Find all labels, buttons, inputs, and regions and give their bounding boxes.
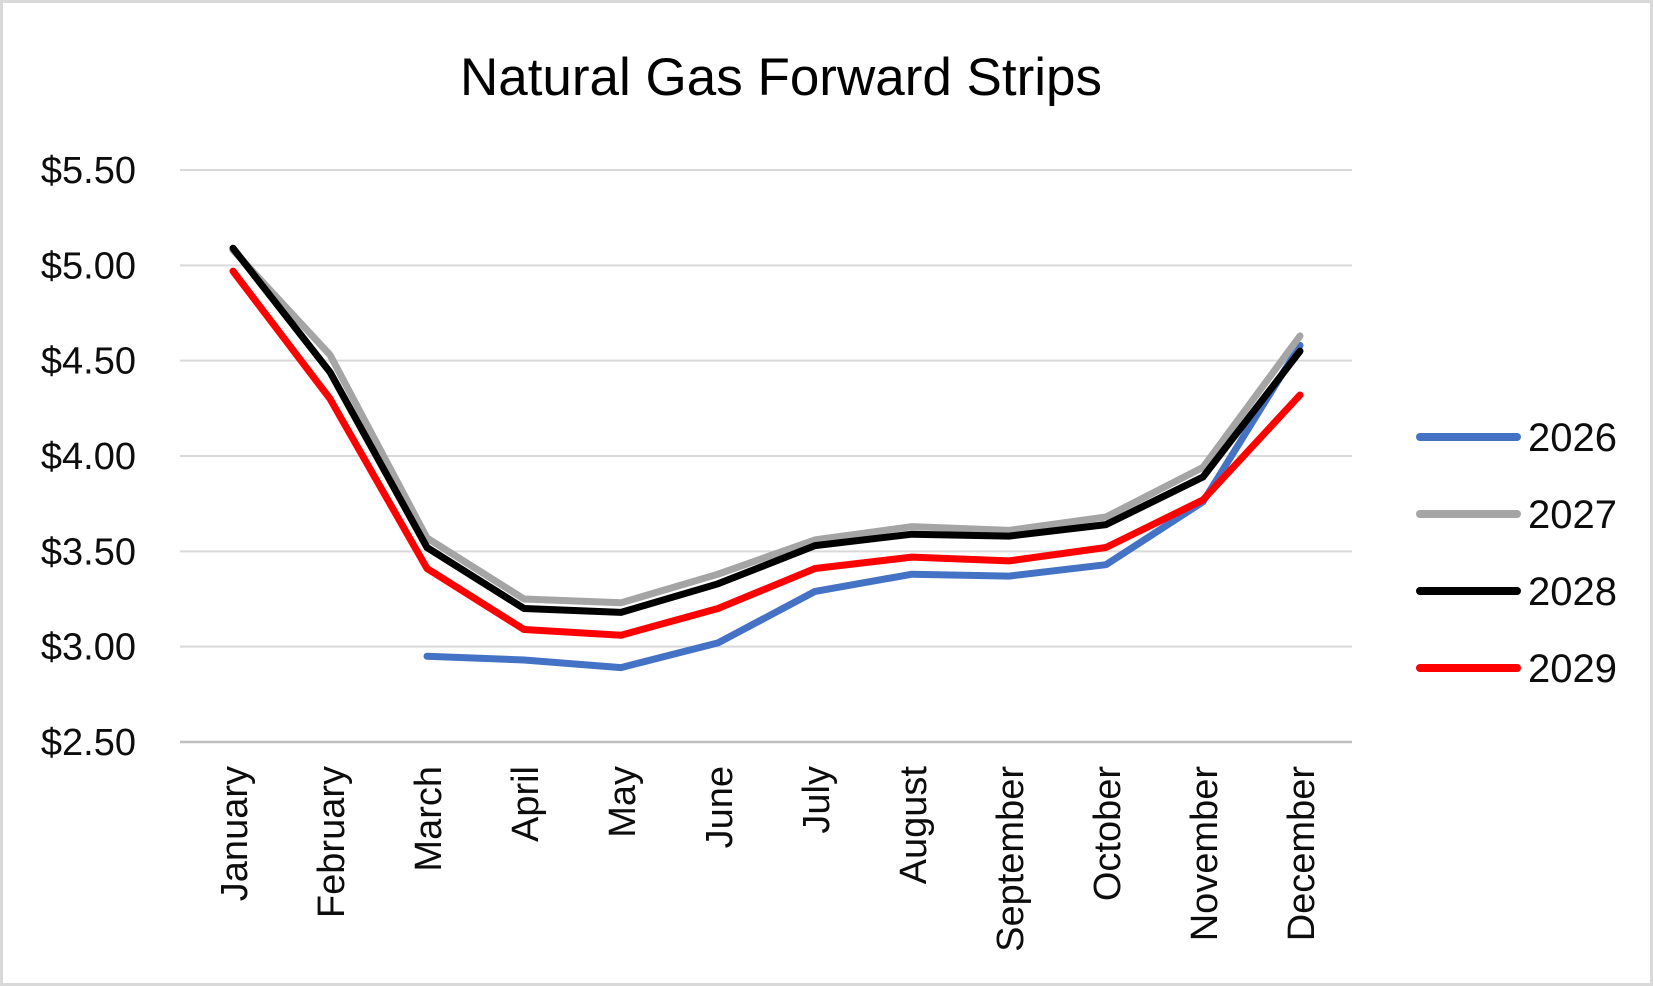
x-tick-label-may: May [602, 766, 644, 838]
x-tick-label-february: February [311, 766, 353, 918]
x-tick-label-october: October [1087, 766, 1129, 902]
gridlines [180, 169, 1352, 744]
x-tick-label-september: September [990, 766, 1032, 952]
y-tick-label: $2.50 [41, 722, 136, 764]
legend-label-2026: 2026 [1528, 416, 1617, 460]
x-tick-label-june: June [699, 766, 741, 848]
x-tick-label-december: December [1281, 766, 1323, 942]
y-tick-label: $3.50 [41, 531, 136, 573]
legend: 2026 2027 2028 2029 [1416, 416, 1617, 691]
legend-item-2026: 2026 [1416, 416, 1617, 460]
series-lines [229, 244, 1304, 672]
x-tick-label-january: January [214, 766, 256, 901]
legend-label-2027: 2027 [1528, 493, 1617, 537]
y-tick-label: $5.50 [41, 150, 136, 192]
y-tick-label: $5.00 [41, 245, 136, 287]
y-tick-label: $4.50 [41, 341, 136, 383]
x-axis-labels: January February March April May June July Augu… [214, 766, 1323, 952]
y-tick-label: $4.00 [41, 436, 136, 478]
x-tick-label-july: July [796, 766, 838, 834]
y-tick-label: $3.00 [41, 627, 136, 669]
legend-item-2028: 2028 [1416, 570, 1617, 614]
y-axis-labels: $5.50 $5.00 $4.50 $4.00 $3.50 $3.00 $2.50 [41, 150, 136, 764]
legend-item-2027: 2027 [1416, 493, 1617, 537]
series-line-2026 [423, 341, 1304, 672]
x-tick-label-august: August [893, 766, 935, 885]
legend-label-2028: 2028 [1528, 570, 1617, 614]
series-line-2029 [229, 267, 1304, 639]
legend-item-2029: 2029 [1416, 647, 1617, 691]
series-line-2028 [229, 244, 1304, 616]
x-tick-label-november: November [1184, 766, 1226, 942]
series-line-2027 [229, 246, 1304, 607]
line-chart: $5.50 $5.00 $4.50 $4.00 $3.50 $3.00 $2.50 Janu… [41, 48, 1617, 952]
x-tick-label-april: April [505, 766, 547, 842]
legend-label-2029: 2029 [1528, 647, 1617, 691]
x-tick-label-march: March [408, 766, 450, 872]
chart-title: Natural Gas Forward Strips [460, 48, 1102, 107]
